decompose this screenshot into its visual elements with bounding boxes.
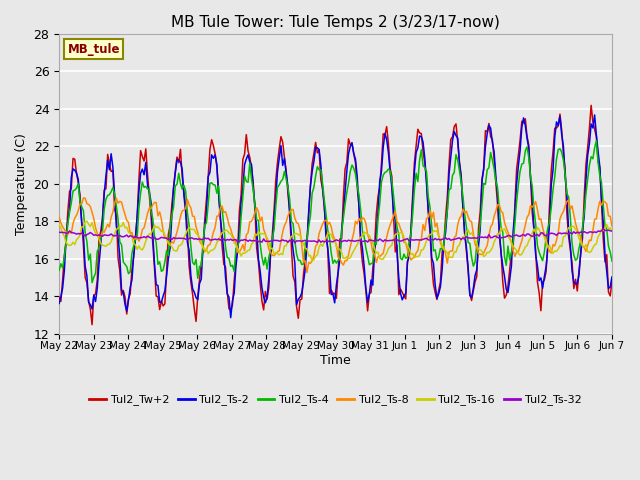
Legend: Tul2_Tw+2, Tul2_Ts-2, Tul2_Ts-4, Tul2_Ts-8, Tul2_Ts-16, Tul2_Ts-32: Tul2_Tw+2, Tul2_Ts-2, Tul2_Ts-4, Tul2_Ts… [85,390,586,410]
X-axis label: Time: Time [320,354,351,367]
Y-axis label: Temperature (C): Temperature (C) [15,133,28,235]
Text: MB_tule: MB_tule [67,43,120,56]
Title: MB Tule Tower: Tule Temps 2 (3/23/17-now): MB Tule Tower: Tule Temps 2 (3/23/17-now… [171,15,500,30]
